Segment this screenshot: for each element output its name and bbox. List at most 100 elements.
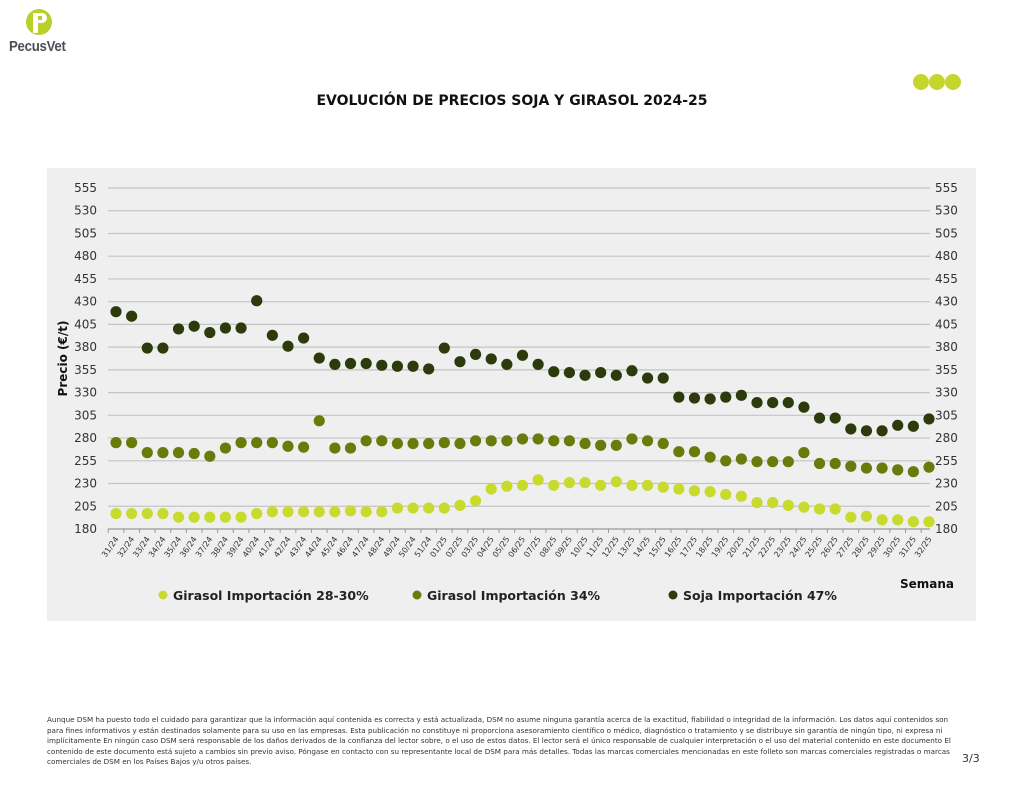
data-point — [376, 506, 388, 518]
data-point — [110, 507, 122, 520]
data-point — [532, 474, 544, 486]
chart-panel: 180 180 205 205 230 230 255 255 280 280 305 305 330 3… — [47, 168, 976, 621]
y-tick-label-left: 505 — [74, 226, 97, 240]
data-point — [391, 502, 404, 514]
y-tick-label-left: 330 — [74, 386, 97, 400]
data-point — [141, 342, 153, 354]
data-point — [688, 392, 701, 404]
data-point — [579, 369, 591, 381]
data-point — [923, 461, 935, 473]
data-point — [720, 488, 732, 501]
data-point — [407, 502, 419, 514]
y-tick-label-left: 380 — [74, 340, 97, 354]
data-point — [735, 389, 747, 401]
data-point — [298, 506, 310, 518]
y-tick-label-left: 405 — [74, 317, 97, 331]
data-point — [782, 456, 794, 468]
data-point — [641, 372, 654, 384]
data-point — [501, 435, 513, 447]
data-point — [532, 358, 544, 371]
data-point — [720, 391, 732, 403]
data-point — [595, 366, 607, 379]
data-point — [829, 503, 841, 515]
data-point — [204, 326, 216, 339]
y-tick-label-left: 205 — [74, 499, 97, 513]
data-point — [141, 447, 153, 459]
data-point — [126, 437, 138, 449]
y-tick-label-left: 305 — [74, 408, 97, 422]
data-point — [313, 415, 325, 427]
y-tick-label-right: 180 — [935, 522, 958, 536]
data-point — [673, 391, 685, 403]
legend-label: Girasol Importación 34% — [427, 588, 601, 603]
data-point — [110, 437, 122, 449]
scatter-chart: 180 180 205 205 230 230 255 255 280 280 305 305 330 3… — [56, 181, 958, 603]
data-point — [673, 446, 685, 458]
data-point — [235, 437, 247, 449]
data-point — [610, 439, 622, 451]
data-point — [548, 366, 560, 378]
data-point — [313, 352, 325, 364]
data-point — [641, 435, 654, 447]
data-point — [501, 480, 513, 492]
data-point — [204, 511, 216, 523]
data-point — [876, 462, 888, 474]
data-point — [563, 366, 576, 379]
data-point — [485, 353, 497, 365]
legend-label: Soja Importación 47% — [683, 588, 837, 603]
chart-title: EVOLUCIÓN DE PRECIOS SOJA Y GIRASOL 2024… — [316, 93, 708, 109]
data-point — [829, 457, 841, 470]
data-point — [595, 479, 607, 491]
data-point — [251, 295, 263, 307]
data-point — [454, 356, 466, 368]
data-point — [798, 447, 810, 459]
data-point — [845, 460, 857, 472]
data-point — [438, 342, 450, 354]
data-point — [813, 457, 826, 470]
data-point — [360, 506, 372, 518]
data-point — [485, 435, 497, 447]
y-tick-label-right: 455 — [935, 272, 958, 286]
data-point — [892, 419, 904, 431]
data-point — [391, 360, 404, 372]
x-tick-label: 32/25 — [913, 535, 934, 559]
data-point — [172, 511, 185, 523]
data-point — [157, 447, 169, 459]
data-point — [860, 425, 873, 437]
data-point — [876, 514, 888, 526]
data-point — [657, 372, 669, 384]
data-point — [563, 435, 576, 447]
y-tick-label-right: 530 — [935, 204, 958, 218]
data-point — [548, 479, 560, 491]
data-point — [438, 437, 450, 449]
y-axis-label: Precio (€/t) — [56, 321, 70, 397]
data-point — [845, 511, 857, 523]
data-point — [423, 363, 435, 375]
data-point — [172, 447, 185, 459]
data-point — [469, 435, 482, 447]
data-point — [688, 485, 701, 497]
data-point — [172, 323, 185, 335]
y-tick-label-right: 355 — [935, 363, 958, 377]
data-point — [657, 437, 669, 450]
y-tick-label-right: 430 — [935, 295, 958, 309]
legend-marker — [412, 590, 422, 600]
legend-marker — [668, 590, 678, 600]
data-point — [579, 477, 591, 489]
data-point — [892, 514, 904, 526]
y-tick-label-left: 530 — [74, 204, 97, 218]
data-point — [907, 516, 919, 528]
data-point — [485, 483, 497, 495]
y-tick-label-right: 305 — [935, 408, 958, 422]
data-point — [454, 437, 466, 450]
data-point — [782, 499, 794, 511]
y-tick-label-right: 505 — [935, 226, 958, 240]
y-tick-label-right: 555 — [935, 181, 958, 195]
data-point — [548, 435, 560, 447]
data-point — [344, 505, 357, 517]
data-point — [282, 440, 294, 452]
data-point — [469, 495, 482, 507]
data-point — [563, 477, 576, 489]
data-point — [595, 439, 607, 451]
data-point — [469, 348, 482, 361]
